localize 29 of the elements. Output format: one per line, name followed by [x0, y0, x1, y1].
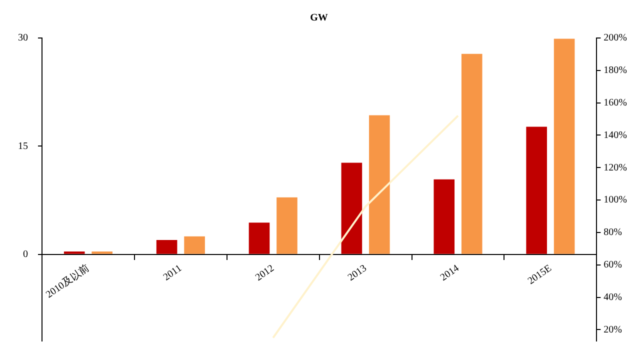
- y2-tick-label: 80%: [604, 227, 622, 238]
- bar: [554, 38, 575, 254]
- x-tick-label: 2013: [346, 262, 369, 284]
- chart-title: GW: [310, 12, 328, 24]
- x-tick-label: 2012: [254, 262, 276, 284]
- bar: [341, 162, 362, 254]
- bar: [248, 222, 270, 254]
- y-tick-label: 30: [18, 32, 28, 44]
- y2-tick-label: 160%: [604, 97, 628, 108]
- x-tick-label: 2010及以前: [44, 262, 92, 301]
- y2-tick-label: 60%: [604, 259, 622, 270]
- bar: [276, 197, 298, 254]
- bar: [526, 126, 547, 254]
- y2-tick-label: 200%: [604, 32, 628, 44]
- y2-tick-label: 40%: [604, 292, 622, 303]
- y2-tick-label: 180%: [604, 65, 628, 76]
- y2-tick-label: 100%: [604, 194, 628, 206]
- bar: [434, 179, 455, 254]
- y-tick-label: 15: [18, 140, 28, 152]
- y-tick-label: 0: [23, 249, 28, 260]
- x-tick-label: 2011: [161, 262, 184, 284]
- y2-tick-label: 140%: [604, 130, 628, 141]
- x-tick-label: 2014: [438, 262, 462, 284]
- bar: [461, 54, 482, 254]
- bar: [369, 115, 390, 254]
- bar: [184, 236, 205, 254]
- bar: [156, 240, 178, 254]
- y2-tick-label: 20%: [604, 324, 622, 336]
- y2-tick-label: 120%: [604, 162, 628, 174]
